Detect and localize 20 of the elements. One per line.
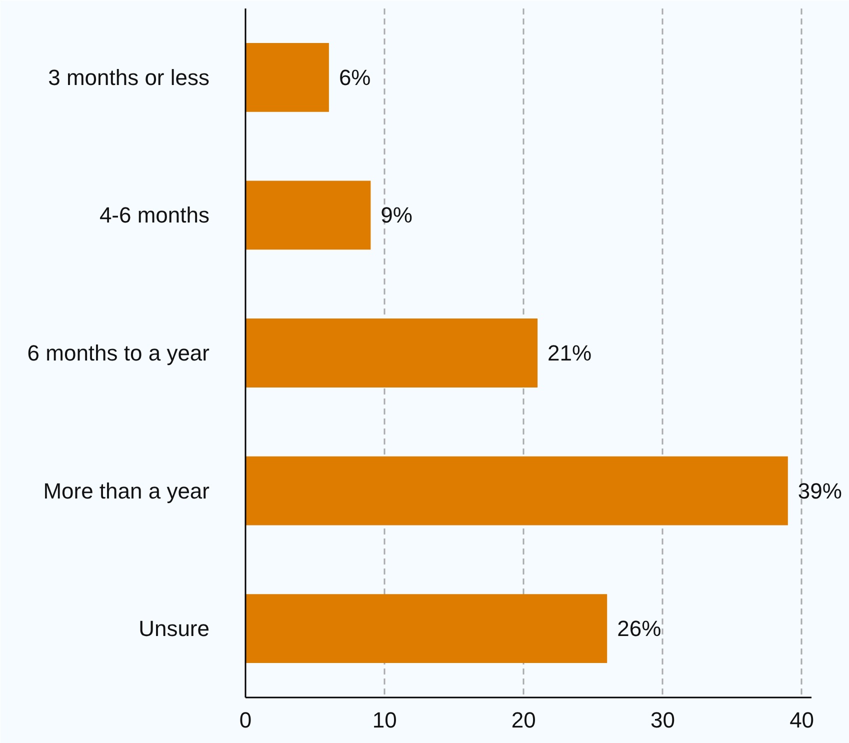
bar: [246, 456, 788, 526]
bar: [246, 42, 329, 112]
bar: [246, 594, 608, 664]
data-label: 6%: [338, 64, 371, 90]
y-tick-label: More than a year: [43, 478, 210, 504]
x-tick-label: 40: [790, 708, 814, 732]
bar: [246, 318, 538, 388]
x-tick-label: 0: [239, 708, 252, 732]
x-tick-label: 20: [511, 708, 536, 732]
y-tick-label: 4-6 months: [99, 202, 210, 228]
x-tick-label: 10: [372, 708, 397, 732]
data-label: 26%: [617, 616, 662, 642]
x-tick-label: 30: [650, 708, 675, 732]
data-label: 39%: [798, 478, 842, 504]
y-tick-label: 6 months to a year: [27, 340, 210, 366]
bar: [246, 180, 371, 250]
data-label: 9%: [380, 202, 412, 228]
data-label: 21%: [548, 340, 592, 366]
y-tick-label: 3 months or less: [48, 64, 210, 90]
y-tick-label: Unsure: [138, 616, 210, 642]
